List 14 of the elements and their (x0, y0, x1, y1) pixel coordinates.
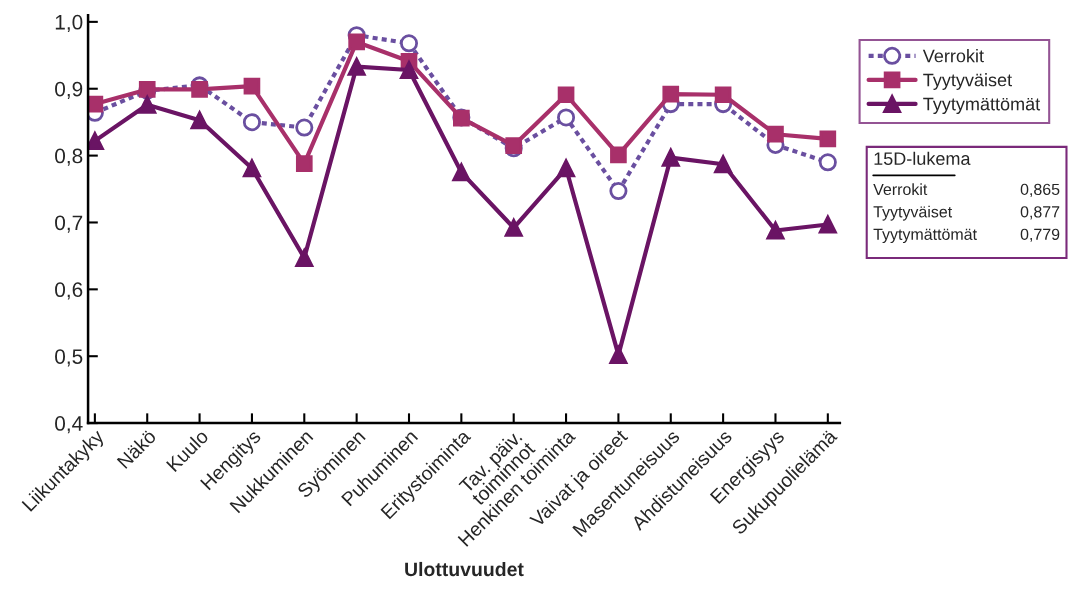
text: 15D-lukema (874, 151, 971, 166)
y-tick-label: 0,5 (55, 349, 83, 367)
y-tick-label: 0,7 (55, 215, 83, 233)
legend-label: Tyytyväiset (923, 73, 1012, 90)
y-tick-label: 0,8 (55, 148, 83, 166)
legend-label: Verrokit (922, 49, 984, 63)
text: Tyytyväiset 0,877 (873, 205, 1060, 221)
x-axis-title: Ulottuvuudet (405, 561, 524, 577)
text: Tyytymättömät 0,779 (873, 228, 1060, 244)
text: Verrokit 0,865 (873, 183, 1060, 197)
y-tick-label: 0,9 (55, 81, 83, 99)
y-tick-label: 1,0 (55, 14, 83, 33)
y-tick-label: 0,6 (55, 282, 83, 300)
legend-label: Tyytymättömät (923, 97, 1041, 114)
